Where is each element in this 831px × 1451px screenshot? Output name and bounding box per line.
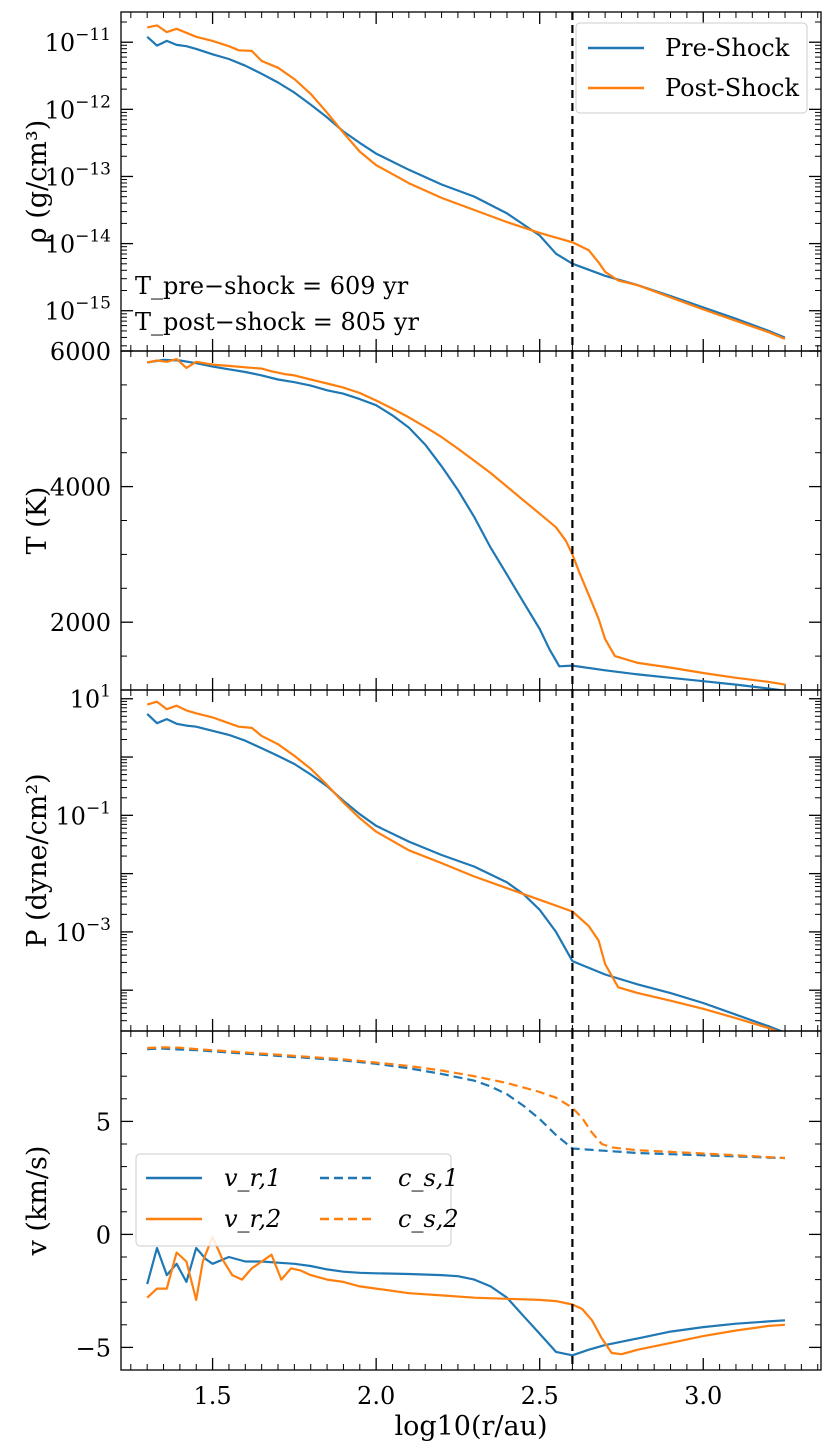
- y-tick-label: 6000: [50, 338, 111, 366]
- x-tick-label: 1.5: [194, 1382, 232, 1410]
- series-line-v-r-2: [146, 1235, 786, 1356]
- panel-1: 10−11 10−12 10−13 10−14 10−15 ρ (g/cm³): [22, 11, 822, 352]
- series-line-post-shock: [146, 358, 786, 686]
- axes-frame: [120, 350, 822, 691]
- y-tick-label: 10−15: [45, 294, 111, 326]
- annotation-pre-shock-time: T_pre−shock = 609 yr: [135, 272, 409, 300]
- series-line-pre-shock: [146, 713, 784, 1031]
- y-tick-label: 10−3: [55, 915, 111, 947]
- x-tick-label: 2.5: [521, 1382, 559, 1410]
- y-tick-label: −5: [76, 1334, 111, 1362]
- y-tick-label: 2000: [50, 609, 111, 637]
- y-tick-label: 101: [70, 682, 111, 714]
- legend-bottom: v_r,1 v_r,2 c_s,1 c_s,2: [135, 1153, 459, 1247]
- legend-top: Pre-Shock Post-Shock: [575, 22, 808, 114]
- legend-label-vr1: v_r,1: [224, 1164, 281, 1192]
- y-tick-label: 4000: [50, 474, 111, 502]
- y-tick-label: 0: [96, 1221, 111, 1249]
- y-tick-label: 5: [96, 1108, 111, 1136]
- panel-2: 6000 4000 2000 T (K): [22, 338, 822, 691]
- y-axis-label: ρ (g/cm³): [22, 120, 53, 243]
- annotation-post-shock-time: T_post−shock = 805 yr: [135, 308, 419, 336]
- legend-label-cs2: c_s,2: [398, 1205, 459, 1233]
- legend-label-pre: Pre-Shock: [665, 34, 790, 62]
- y-tick-label: 10−11: [45, 25, 111, 57]
- y-tick-label: 10−12: [45, 92, 111, 124]
- overlay: T_pre−shock = 609 yr T_post−shock = 805 …: [135, 272, 419, 336]
- legend-label-cs1: c_s,1: [398, 1164, 459, 1192]
- series-line-c-s-2: [147, 1046, 786, 1160]
- series-line-post-shock: [146, 24, 786, 340]
- axes-frame: [120, 1030, 822, 1371]
- legend-label-post: Post-Shock: [665, 74, 799, 102]
- legend-label-vr2: v_r,2: [224, 1205, 281, 1233]
- y-tick-label: 10−14: [45, 227, 111, 259]
- legend-frame: [575, 22, 808, 114]
- panel-4: 5 0 −5 v (km/s): [22, 1030, 822, 1371]
- x-tick-label: 2.0: [357, 1382, 395, 1410]
- y-axis-label: P (dyne/cm²): [22, 773, 53, 947]
- legend-frame: [135, 1153, 452, 1247]
- x-axis-label: log10(r/au): [394, 1411, 547, 1442]
- series-line-c-s-1: [147, 1047, 786, 1160]
- panel-3: 101 10−1 10−3P (dyne/cm²): [22, 682, 822, 1032]
- y-tick-label: 10−1: [55, 798, 111, 830]
- series-line-pre-shock: [147, 358, 786, 690]
- y-axis-label: v (km/s): [22, 1146, 53, 1257]
- series-line-post-shock: [146, 700, 781, 1031]
- axes-frame: [120, 689, 822, 1032]
- x-tick-label: 3.0: [684, 1382, 722, 1410]
- y-tick-label: 10−13: [45, 159, 111, 191]
- y-axis-label: T (K): [22, 487, 53, 555]
